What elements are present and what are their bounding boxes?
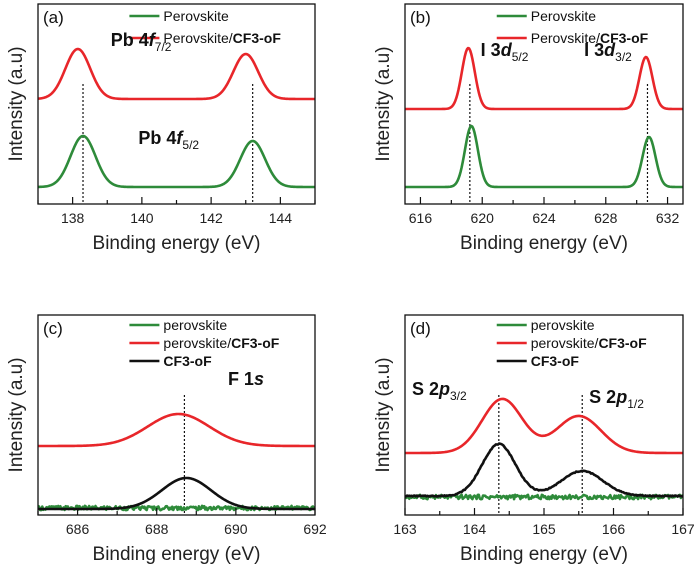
x-tick-label: 628 [594, 210, 618, 226]
peak-annotation: F 1s [228, 369, 264, 389]
peak-annotation: Pb 4f5/2 [138, 128, 199, 152]
legend-entry: Perovskite [531, 8, 597, 24]
x-tick-label: 688 [145, 521, 169, 537]
series-line-perovskite-cf3-of [38, 47, 315, 101]
series-line-cf3-of [38, 476, 315, 511]
x-tick-label: 163 [393, 521, 417, 537]
x-tick-label: 138 [61, 210, 85, 226]
peak-annotation: S 2p1/2 [589, 387, 644, 411]
series-line-perovskite-cf3-of [38, 412, 315, 448]
panel-label: (c) [43, 319, 63, 338]
x-tick-label: 167 [671, 521, 695, 537]
legend-entry: CF3-oF [531, 353, 580, 369]
x-tick-label: 692 [303, 521, 327, 537]
legend-entry: perovskite [163, 317, 227, 333]
panel-b: 616 620 624 628 632 Binding energy (eV) Intens… [373, 3, 684, 254]
panel-label: (a) [43, 8, 64, 27]
peak-annotation: I 3d5/2 [481, 40, 529, 64]
peak-annotation: S 2p3/2 [412, 379, 467, 403]
legend-entry: CF3-oF [163, 353, 212, 369]
series-line-perovskite-cf3-of [405, 46, 683, 111]
series-line-perovskite [38, 134, 315, 189]
series-line-perovskite-cf3-of [405, 397, 683, 455]
legend-entry: Perovskite [163, 8, 229, 24]
x-tick-label: 144 [269, 210, 293, 226]
x-axis-title: Binding energy (eV) [93, 544, 261, 565]
x-tick-label: 690 [224, 521, 248, 537]
x-axis-title: Binding energy (eV) [93, 233, 261, 254]
peak-annotation: I 3d3/2 [584, 40, 632, 64]
x-tick-label: 616 [409, 210, 433, 226]
legend-entry: Perovskite/CF3-oF [531, 30, 649, 46]
panel-label: (d) [410, 319, 431, 338]
x-tick-label: 624 [532, 210, 556, 226]
x-tick-label: 686 [66, 521, 90, 537]
panel-label: (b) [410, 8, 431, 27]
series-line-perovskite [405, 124, 683, 189]
panel-d: 163 164 165 166 167 Binding energy (eV) Intens… [373, 314, 695, 565]
x-tick-label: 620 [471, 210, 495, 226]
x-tick-label: 142 [199, 210, 223, 226]
x-axis-title: Binding energy (eV) [460, 544, 628, 565]
legend-entry: Perovskite/CF3-oF [163, 30, 281, 46]
legend-entry: perovskite/CF3-oF [163, 335, 279, 351]
y-axis-title: Intensity (a.u) [373, 357, 394, 472]
y-axis-title: Intensity (a.u) [373, 46, 394, 161]
x-tick-label: 164 [463, 521, 487, 537]
legend-entry: perovskite/CF3-oF [531, 335, 647, 351]
x-tick-label: 166 [602, 521, 626, 537]
plot-frame [37, 314, 316, 516]
x-tick-label: 140 [130, 210, 154, 226]
peak-annotation: Pb 4f7/2 [111, 30, 172, 54]
x-tick-label: 632 [656, 210, 680, 226]
series-line-cf3-of [405, 442, 683, 498]
panel-a: 138 140 142 144 Binding energy (eV) Intensity… [6, 3, 316, 254]
x-axis-title: Binding energy (eV) [460, 233, 628, 254]
x-tick-label: 165 [532, 521, 556, 537]
panel-c: 686 688 690 692 Binding energy (eV) Intensity… [6, 314, 327, 565]
legend-entry: perovskite [531, 317, 595, 333]
y-axis-title: Intensity (a.u) [6, 46, 27, 161]
y-axis-title: Intensity (a.u) [6, 357, 27, 472]
